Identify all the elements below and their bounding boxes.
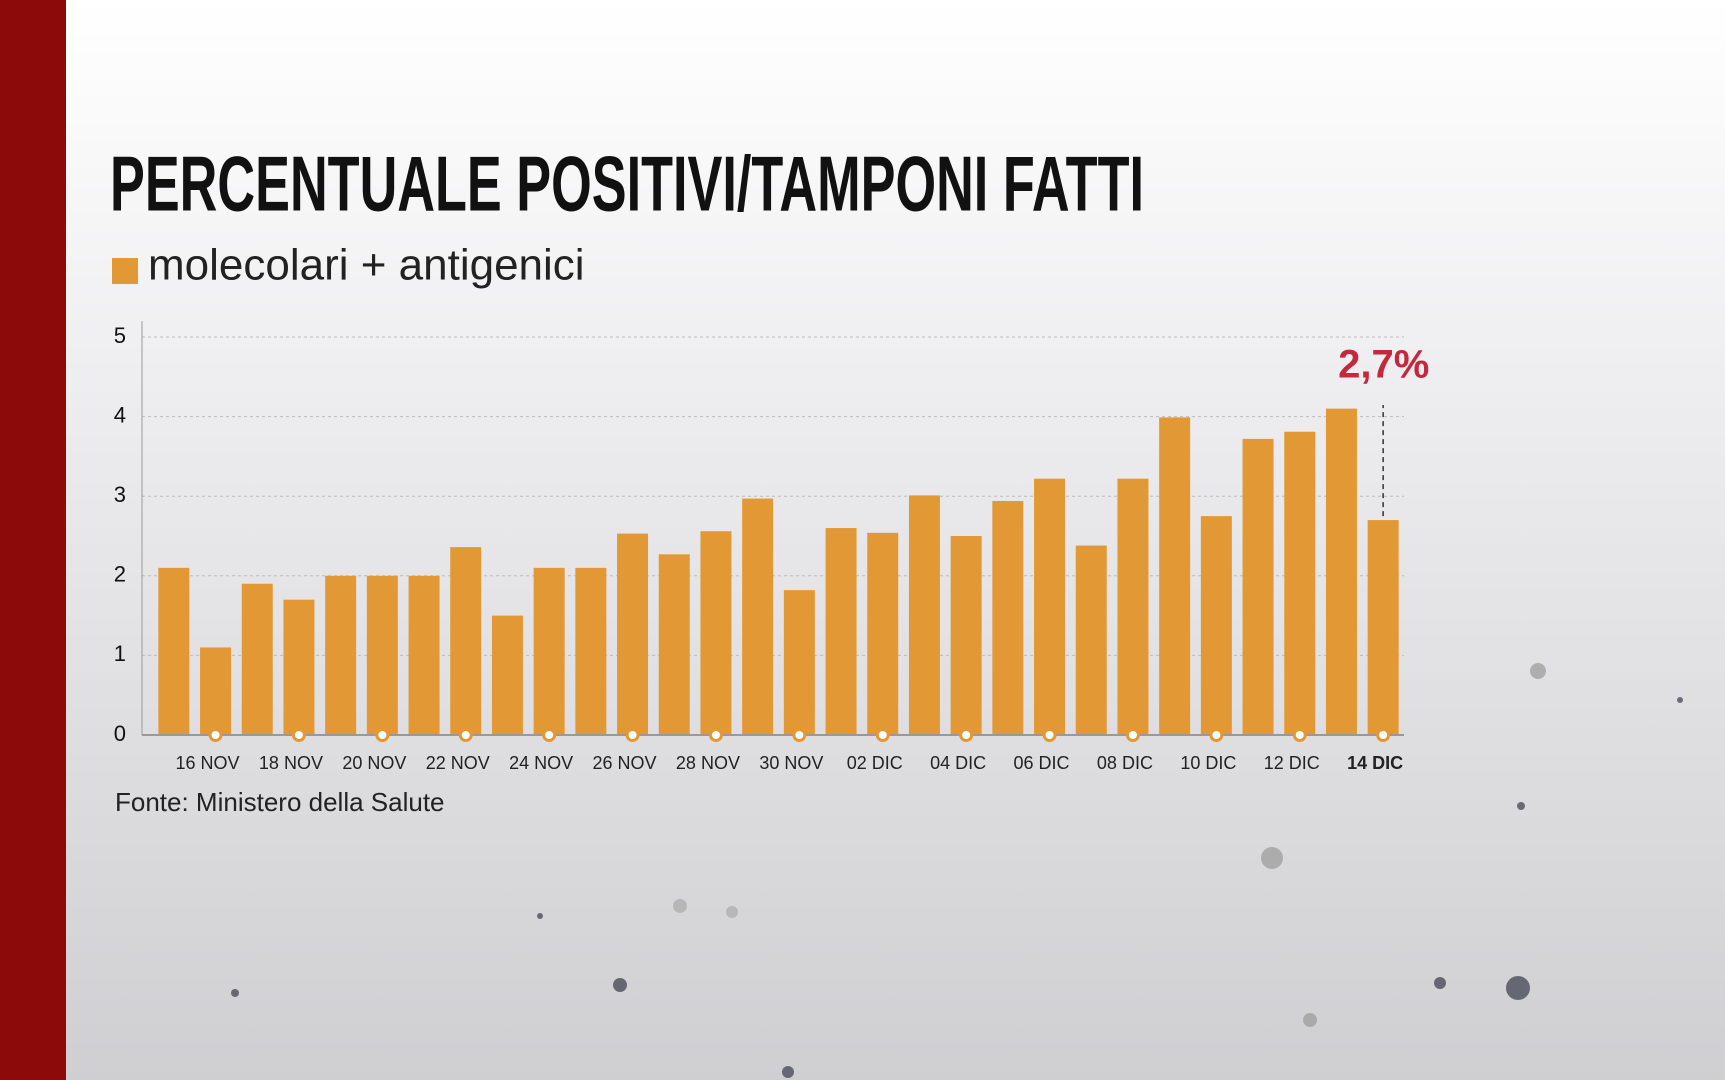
bar [1159, 417, 1191, 735]
tick-dot [1209, 728, 1224, 742]
bar [992, 500, 1024, 735]
y-tick-label: 3 [114, 482, 126, 507]
x-tick-label: 30 NOV [759, 753, 823, 773]
bar [658, 554, 690, 735]
bar [325, 575, 357, 735]
bar [450, 547, 482, 735]
y-tick-label: 1 [114, 641, 126, 666]
tick-dot [708, 728, 723, 742]
tick-dot [291, 728, 306, 742]
bar [908, 495, 940, 735]
x-tick-label: 14 DIC [1347, 753, 1403, 773]
bar [1075, 545, 1107, 735]
bar [1325, 408, 1357, 735]
bar [1242, 438, 1274, 735]
x-tick-label: 28 NOV [676, 753, 740, 773]
bar [575, 567, 607, 735]
bar [1284, 431, 1316, 735]
bar [158, 567, 190, 735]
bar [825, 528, 857, 735]
tick-dot [208, 728, 223, 742]
bar [1367, 520, 1399, 735]
y-tick-label: 5 [114, 323, 126, 348]
tick-dot [1376, 728, 1391, 742]
bar [950, 536, 982, 735]
value-label: 2,7% [1338, 343, 1429, 387]
bar [366, 575, 398, 735]
bar [742, 498, 774, 735]
tick-dot [542, 728, 557, 742]
x-tick-label: 22 NOV [426, 753, 490, 773]
x-tick-label: 08 DIC [1097, 753, 1153, 773]
bar [283, 599, 315, 735]
bar [200, 647, 232, 735]
legend-label: molecolari + antigenici [148, 241, 585, 290]
bar [533, 567, 565, 735]
x-tick-label: 02 DIC [847, 753, 903, 773]
decoration [231, 663, 1683, 1078]
chart-title: PERCENTUALE POSITIVI/TAMPONI FATTI [110, 140, 1144, 228]
x-tick-label: 18 NOV [259, 753, 323, 773]
x-tick-label: 20 NOV [342, 753, 406, 773]
bar [408, 575, 440, 735]
x-tick-label: 24 NOV [509, 753, 573, 773]
side-strip [0, 0, 66, 1080]
bar [700, 531, 732, 735]
bar [867, 532, 899, 735]
tick-dot [875, 728, 890, 742]
tick-dot [625, 728, 640, 742]
bar [1034, 478, 1066, 735]
tick-dot [1042, 728, 1057, 742]
bar [491, 615, 523, 735]
tick-dot [959, 728, 974, 742]
bar [1200, 516, 1232, 735]
bar [241, 583, 273, 735]
x-tick-label: 06 DIC [1014, 753, 1070, 773]
x-tick-label: 10 DIC [1180, 753, 1236, 773]
bar [617, 533, 649, 735]
bar [783, 590, 815, 735]
x-tick-label: 26 NOV [593, 753, 657, 773]
source: Fonte: Ministero della Salute [115, 787, 445, 817]
y-tick-label: 4 [114, 402, 126, 427]
legend-swatch [112, 258, 138, 284]
bar [1117, 478, 1149, 735]
x-tick-label: 12 DIC [1264, 753, 1320, 773]
x-tick-label: 16 NOV [176, 753, 240, 773]
tick-dot [458, 728, 473, 742]
tick-dot [1292, 728, 1307, 742]
x-tick-label: 04 DIC [930, 753, 986, 773]
y-tick-label: 0 [114, 721, 126, 746]
y-tick-label: 2 [114, 562, 126, 587]
tick-dot [1125, 728, 1140, 742]
tick-dot [375, 728, 390, 742]
tick-dot [792, 728, 807, 742]
